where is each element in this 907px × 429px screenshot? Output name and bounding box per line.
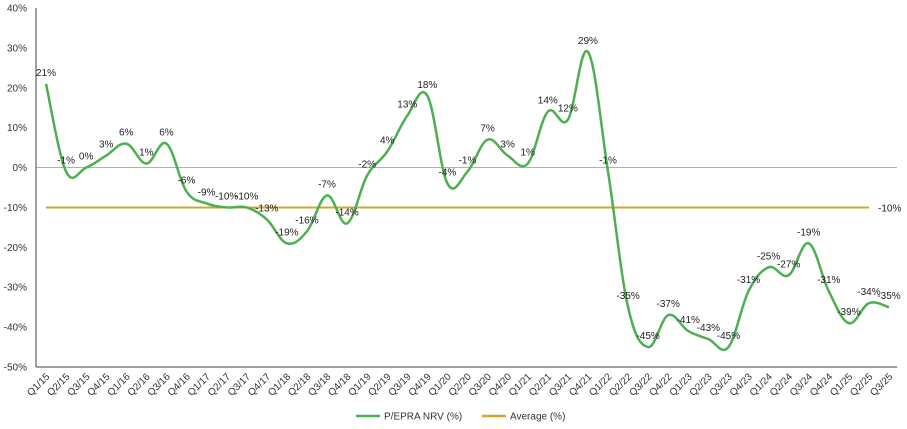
data-label: -19%	[797, 227, 820, 238]
data-label: -9%	[198, 187, 216, 198]
data-label: -27%	[777, 259, 800, 270]
data-label: 6%	[159, 128, 174, 139]
data-label: 1%	[139, 148, 154, 159]
data-label: 13%	[397, 100, 417, 111]
data-label: 0%	[79, 152, 94, 163]
data-label: -43%	[697, 323, 720, 334]
y-tick-label: 0%	[13, 163, 28, 174]
data-label: -7%	[318, 179, 336, 190]
data-label: -41%	[677, 315, 700, 326]
data-label: 7%	[480, 124, 495, 135]
data-label: 14%	[538, 96, 558, 107]
data-label: -16%	[295, 215, 318, 226]
data-label: 18%	[417, 80, 437, 91]
data-label: -45%	[636, 331, 659, 342]
legend-label-average: Average (%)	[510, 412, 565, 423]
data-label: -1%	[599, 156, 617, 167]
y-axis-tick-labels: 40% 30% 20% 10% 0% -10% -20% -30% -40% -50%	[4, 4, 27, 374]
data-label: -19%	[275, 227, 298, 238]
data-label: 12%	[558, 104, 578, 115]
data-labels: 21%-1% 0%3%6%1%6%-6%-9% -10%-10%-13%-19%-1…	[36, 36, 901, 342]
average-data-label: -10%	[878, 203, 901, 214]
legend: P/EPRA NRV (%) Average (%)	[356, 412, 565, 423]
y-tick-label: -10%	[4, 203, 27, 214]
data-label: -31%	[817, 275, 840, 286]
data-label: -4%	[439, 168, 457, 179]
y-tick-label: -40%	[4, 323, 27, 334]
data-label: -35%	[616, 291, 639, 302]
data-label: -13%	[255, 203, 278, 214]
y-tick-label: 10%	[7, 123, 27, 134]
data-label: 6%	[119, 128, 134, 139]
y-tick-label: 20%	[7, 83, 27, 94]
data-label: -6%	[178, 175, 196, 186]
data-label: 3%	[99, 140, 114, 151]
data-label: 4%	[380, 136, 395, 147]
data-label: 3%	[500, 140, 515, 151]
data-label: -37%	[657, 299, 680, 310]
data-label: -14%	[335, 207, 358, 218]
data-label: -31%	[737, 275, 760, 286]
y-tick-label: -30%	[4, 283, 27, 294]
y-tick-label: -50%	[4, 363, 27, 374]
x-tick-label: Q3/25	[868, 371, 895, 398]
data-label: 29%	[578, 36, 598, 47]
data-label: -35%	[877, 291, 900, 302]
x-axis-tick-labels: Q1/15Q2/15Q3/15Q4/15Q1/16Q2/16Q3/16Q4/16…	[25, 371, 895, 398]
data-label: -2%	[358, 160, 376, 171]
y-tick-label: 40%	[7, 4, 27, 15]
data-label: -25%	[757, 251, 780, 262]
series-line-p-epra-nrv	[44, 49, 890, 352]
legend-label-p-epra-nrv: P/EPRA NRV (%)	[384, 412, 462, 423]
data-label: -45%	[717, 331, 740, 342]
y-tick-label: -20%	[4, 243, 27, 254]
data-label: -1%	[459, 156, 477, 167]
data-label: -39%	[837, 307, 860, 318]
data-label: -10%	[215, 191, 238, 202]
data-label: -34%	[857, 287, 880, 298]
data-label: 1%	[520, 148, 535, 159]
data-label: 21%	[36, 68, 56, 79]
y-tick-label: 30%	[7, 43, 27, 54]
data-label: -10%	[235, 191, 258, 202]
data-label: -1%	[57, 156, 75, 167]
